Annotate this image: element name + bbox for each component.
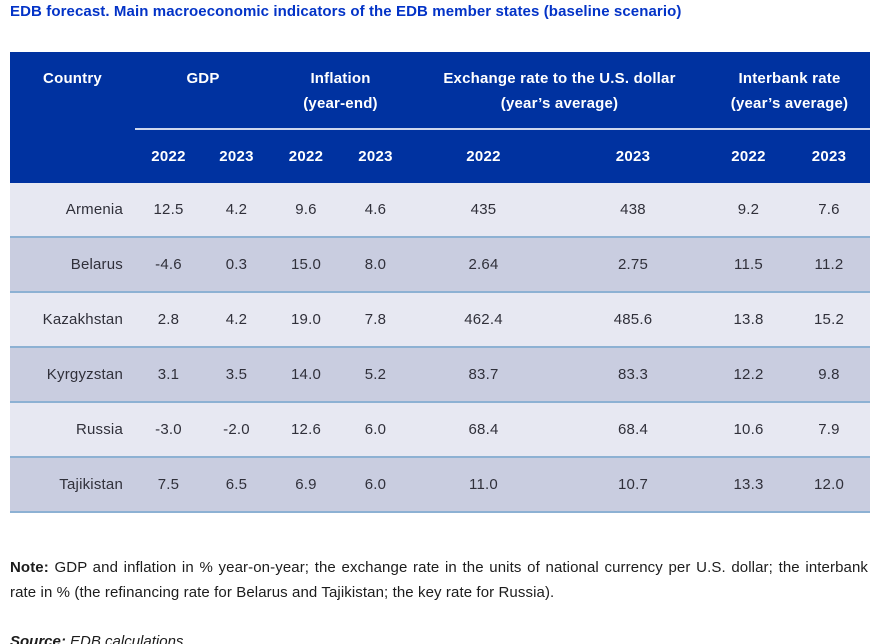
col-group-inflation: Inflation (year-end) [271,52,410,128]
table-row-tajikistan: Tajikistan 7.5 6.5 6.9 6.0 11.0 10.7 13.… [10,457,870,513]
country-cell: Kyrgyzstan [46,365,123,383]
value-cell: 9.6 [295,200,317,218]
value-cell: 438 [620,200,646,218]
col-group-gdp: GDP [135,52,271,128]
value-cell: 5.2 [364,365,387,383]
value-cell: 6.9 [295,475,317,493]
value-cell: 9.8 [818,365,840,383]
value-cell: 15.2 [814,310,844,328]
header-divider [135,128,870,130]
year-header: 2022 [151,147,186,165]
value-cell: 7.9 [818,420,840,438]
value-cell: 4.2 [225,310,248,328]
value-cell: -2.0 [223,420,250,438]
value-cell: 2.64 [468,255,499,273]
footnote-text: GDP and inflation in % year-on-year; the… [10,559,868,601]
value-cell: 10.6 [733,420,764,438]
value-cell: 15.0 [291,255,321,273]
value-cell: 4.2 [225,200,248,218]
value-cell: 12.5 [153,200,184,218]
table-row-russia: Russia -3.0 -2.0 12.6 6.0 68.4 68.4 10.6… [10,402,870,458]
value-cell: 435 [470,200,497,218]
value-cell: 7.5 [157,475,180,493]
value-cell: 6.0 [364,420,387,438]
country-cell: Kazakhstan [42,310,123,328]
group-label: GDP [186,70,220,87]
value-cell: 10.7 [618,475,648,493]
value-cell: 7.8 [364,310,387,328]
value-cell: 8.0 [364,255,387,273]
value-cell: -4.6 [155,255,182,273]
value-cell: 12.2 [733,365,764,383]
table-header: Country GDP Inflation (year-end) Exchang… [10,52,870,183]
value-cell: 83.3 [618,365,648,383]
footnote: Note: GDP and inflation in % year-on-yea… [10,555,868,605]
value-cell: 485.6 [613,310,653,328]
value-cell: 68.4 [618,420,648,438]
value-cell: 11.2 [814,255,844,273]
value-cell: 13.8 [733,310,764,328]
value-cell: 12.6 [291,420,321,438]
group-sublabel: (year’s average) [500,95,619,112]
group-sublabel: (year-end) [303,95,378,112]
group-label: Interbank rate [738,70,841,87]
col-group-exchange-rate: Exchange rate to the U.S. dollar (year’s… [410,52,709,128]
country-cell: Russia [75,420,123,438]
value-cell: 11.5 [734,255,763,273]
value-cell: 14.0 [291,365,321,383]
value-cell: 6.5 [225,475,248,493]
value-cell: 68.4 [468,420,499,438]
value-cell: 13.3 [733,475,764,493]
table-row-belarus: Belarus -4.6 0.3 15.0 8.0 2.64 2.75 11.5… [10,237,870,293]
country-cell: Armenia [65,200,123,218]
country-cell: Tajikistan [59,475,123,493]
value-cell: 11.0 [469,475,498,493]
value-cell: 3.5 [225,365,248,383]
group-sublabel: (year’s average) [730,95,849,112]
value-cell: 0.3 [225,255,248,273]
year-header: 2023 [811,147,847,165]
col-header-country: Country [43,70,102,87]
value-cell: 9.2 [737,200,760,218]
value-cell: -3.0 [155,420,182,438]
table-row-kyrgyzstan: Kyrgyzstan 3.1 3.5 14.0 5.2 83.7 83.3 12… [10,347,870,403]
year-header: 2022 [731,147,766,165]
value-cell: 4.6 [364,200,387,218]
col-group-interbank-rate: Interbank rate (year’s average) [709,52,870,128]
year-header: 2023 [615,147,651,165]
source-label: Source: [10,633,66,644]
source-line: Source: EDB calculations [10,629,868,644]
value-cell: 3.1 [157,365,180,383]
group-label: Inflation [310,70,371,87]
year-header: 2022 [288,147,324,165]
table-row-kazakhstan: Kazakhstan 2.8 4.2 19.0 7.8 462.4 485.6 … [10,292,870,348]
value-cell: 462.4 [464,310,503,328]
value-cell: 83.7 [468,365,499,383]
value-cell: 2.8 [157,310,180,328]
year-header-row: 2022 2023 2022 2023 2022 2023 2022 2023 [10,130,870,183]
value-cell: 6.0 [364,475,387,493]
year-header: 2023 [358,147,393,165]
forecast-table: Country GDP Inflation (year-end) Exchang… [10,52,870,513]
group-header-row: Country GDP Inflation (year-end) Exchang… [10,52,870,128]
table-row-armenia: Armenia 12.5 4.2 9.6 4.6 435 438 9.2 7.6 [10,182,870,238]
value-cell: 7.6 [818,200,840,218]
year-header: 2023 [219,147,254,165]
group-label: Exchange rate to the U.S. dollar [443,70,676,87]
value-cell: 2.75 [618,255,648,273]
footnote-label: Note: [10,559,49,576]
year-header: 2022 [466,147,501,165]
page-title: EDB forecast. Main macroeconomic indicat… [10,3,682,20]
country-cell: Belarus [70,255,123,273]
value-cell: 12.0 [814,475,844,493]
value-cell: 19.0 [291,310,321,328]
source-text: EDB calculations [65,633,184,644]
